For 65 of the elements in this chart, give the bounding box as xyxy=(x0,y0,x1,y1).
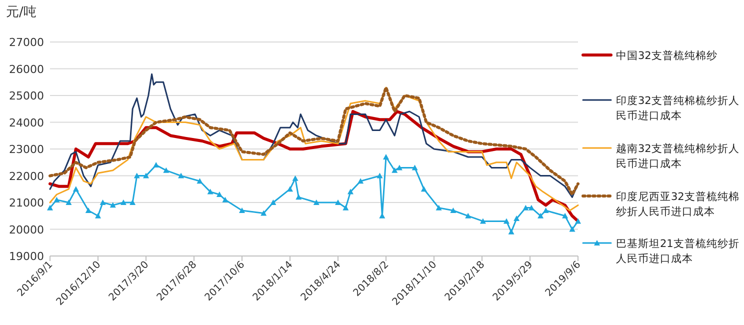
point xyxy=(465,212,472,218)
point xyxy=(542,208,549,214)
point xyxy=(134,172,140,178)
point xyxy=(347,188,354,194)
point xyxy=(383,154,389,160)
point xyxy=(292,175,298,181)
point xyxy=(54,196,60,202)
point xyxy=(376,172,383,178)
legend-label: 中国32支普梳纯棉纱 xyxy=(616,49,718,62)
point xyxy=(335,200,341,205)
point xyxy=(569,226,576,232)
point xyxy=(207,188,214,194)
point xyxy=(239,208,245,214)
point xyxy=(260,210,267,216)
point xyxy=(480,218,486,224)
point xyxy=(396,164,402,170)
point xyxy=(72,186,79,192)
point xyxy=(163,167,170,173)
point xyxy=(358,178,364,184)
point xyxy=(153,162,160,168)
point xyxy=(95,212,101,218)
point xyxy=(66,200,72,205)
point xyxy=(222,196,228,202)
legend-label: 越南32支普梳纯棉纱折人民币进口成本 xyxy=(616,142,740,170)
point xyxy=(85,208,92,214)
point xyxy=(270,200,276,205)
point xyxy=(47,204,53,210)
point xyxy=(575,218,581,224)
point xyxy=(143,172,149,178)
y-tick-label: 19000 xyxy=(9,250,44,263)
point xyxy=(508,228,514,234)
point xyxy=(538,212,544,218)
y-tick-label: 27000 xyxy=(9,36,44,49)
point xyxy=(392,167,398,173)
y-tick-label: 23000 xyxy=(9,143,44,156)
point xyxy=(196,178,203,184)
point xyxy=(110,202,116,208)
y-tick-label: 20000 xyxy=(9,223,44,236)
y-tick-label: 24000 xyxy=(9,116,44,130)
point xyxy=(287,186,293,192)
y-tick-label: 22000 xyxy=(9,170,44,183)
point xyxy=(178,172,184,178)
legend-label: 印度32支普纯棉梳纱折人民币进口成本 xyxy=(616,94,740,122)
point xyxy=(503,218,510,224)
point xyxy=(120,200,126,205)
point xyxy=(412,164,418,170)
y-tick-label: 26000 xyxy=(9,62,44,76)
legend-label: 印度尼西亚32支普梳纯棉纱折人民币进口成本 xyxy=(616,190,740,218)
point xyxy=(342,204,349,210)
point xyxy=(100,200,106,205)
point xyxy=(436,204,442,210)
point xyxy=(313,200,320,205)
y-axis-title: 元/吨 xyxy=(6,5,36,20)
point xyxy=(514,216,520,222)
point xyxy=(130,200,136,205)
point xyxy=(296,194,302,200)
point xyxy=(420,186,427,192)
point xyxy=(522,204,529,210)
y-tick-label: 21000 xyxy=(9,196,44,210)
point xyxy=(562,212,568,218)
point xyxy=(450,208,456,214)
point xyxy=(528,204,534,210)
y-tick-label: 25000 xyxy=(9,90,44,102)
point xyxy=(216,191,222,197)
legend-label: 巴基斯坦21支普梳纯纱折人民币进口成本 xyxy=(616,237,740,265)
